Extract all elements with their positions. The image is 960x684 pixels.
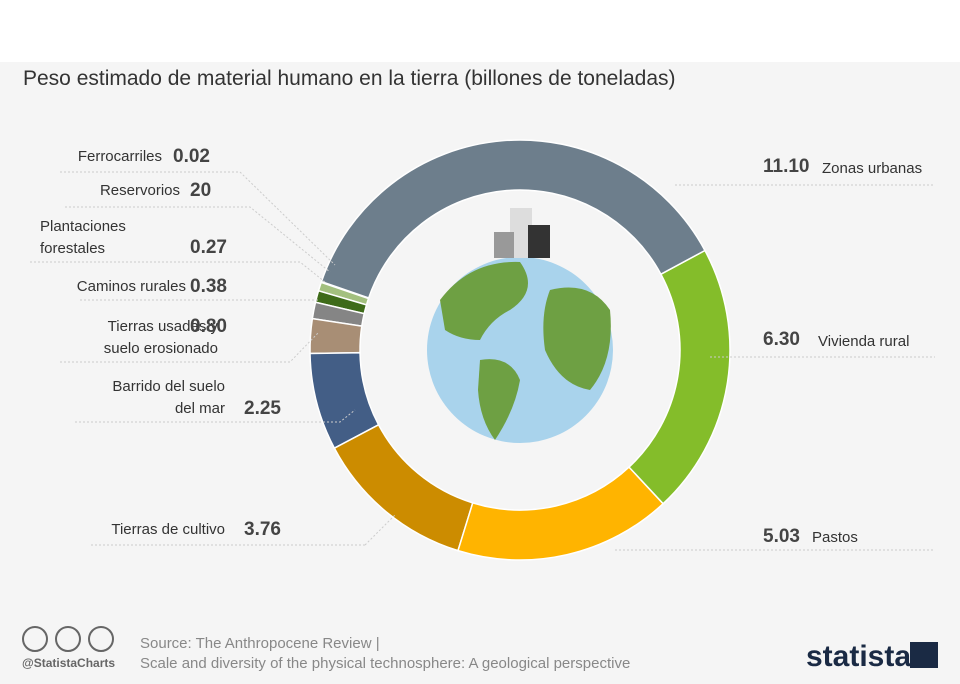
donut-slice bbox=[457, 466, 665, 561]
brand: statista bbox=[806, 640, 912, 673]
category-label: Vivienda rural bbox=[818, 333, 910, 350]
value-label: 0.38 bbox=[190, 276, 227, 297]
value-label: 0.27 bbox=[190, 237, 227, 258]
value-label: 6.30 bbox=[763, 329, 800, 350]
cc-icons bbox=[22, 626, 114, 652]
leader-lines bbox=[30, 171, 935, 551]
category-label: Tierras de cultivo bbox=[111, 521, 225, 538]
source: Source: The Anthropocene Review | bbox=[140, 635, 380, 652]
donut-slice bbox=[627, 249, 731, 505]
value-label: 0.02 bbox=[173, 146, 210, 167]
category-label: Plantaciones forestales bbox=[40, 218, 126, 257]
value-label: 3.76 bbox=[244, 519, 281, 540]
value-label: 5.03 bbox=[763, 526, 800, 547]
chart-title: Peso estimado de material humano en la t… bbox=[23, 67, 676, 90]
donut-slice bbox=[309, 317, 363, 355]
source-detail: Scale and diversity of the physical tech… bbox=[140, 655, 631, 672]
credit: @StatistaCharts bbox=[22, 656, 116, 670]
value-label: 11.10 bbox=[763, 156, 810, 177]
category-label: Tierras usadas y suelo erosionado bbox=[103, 318, 218, 357]
value-label: 20 bbox=[190, 180, 212, 201]
donut-slice bbox=[314, 289, 368, 315]
category-label: Barrido del suelo del mar bbox=[112, 378, 225, 417]
donut-slice bbox=[333, 423, 474, 552]
category-label: Caminos rurales bbox=[76, 278, 186, 295]
brand-logo bbox=[910, 642, 938, 668]
globe bbox=[427, 208, 613, 443]
donut-slice bbox=[309, 351, 380, 450]
category-label: Zonas urbanas bbox=[822, 160, 923, 177]
value-label: 2.25 bbox=[244, 398, 281, 419]
category-label: Ferrocarriles bbox=[77, 148, 162, 165]
category-label: Reservorios bbox=[99, 182, 180, 199]
donut-slice bbox=[320, 139, 706, 299]
header-band bbox=[0, 0, 960, 62]
value-label: 0.80 bbox=[190, 316, 227, 337]
category-label: Pastos bbox=[812, 529, 858, 546]
